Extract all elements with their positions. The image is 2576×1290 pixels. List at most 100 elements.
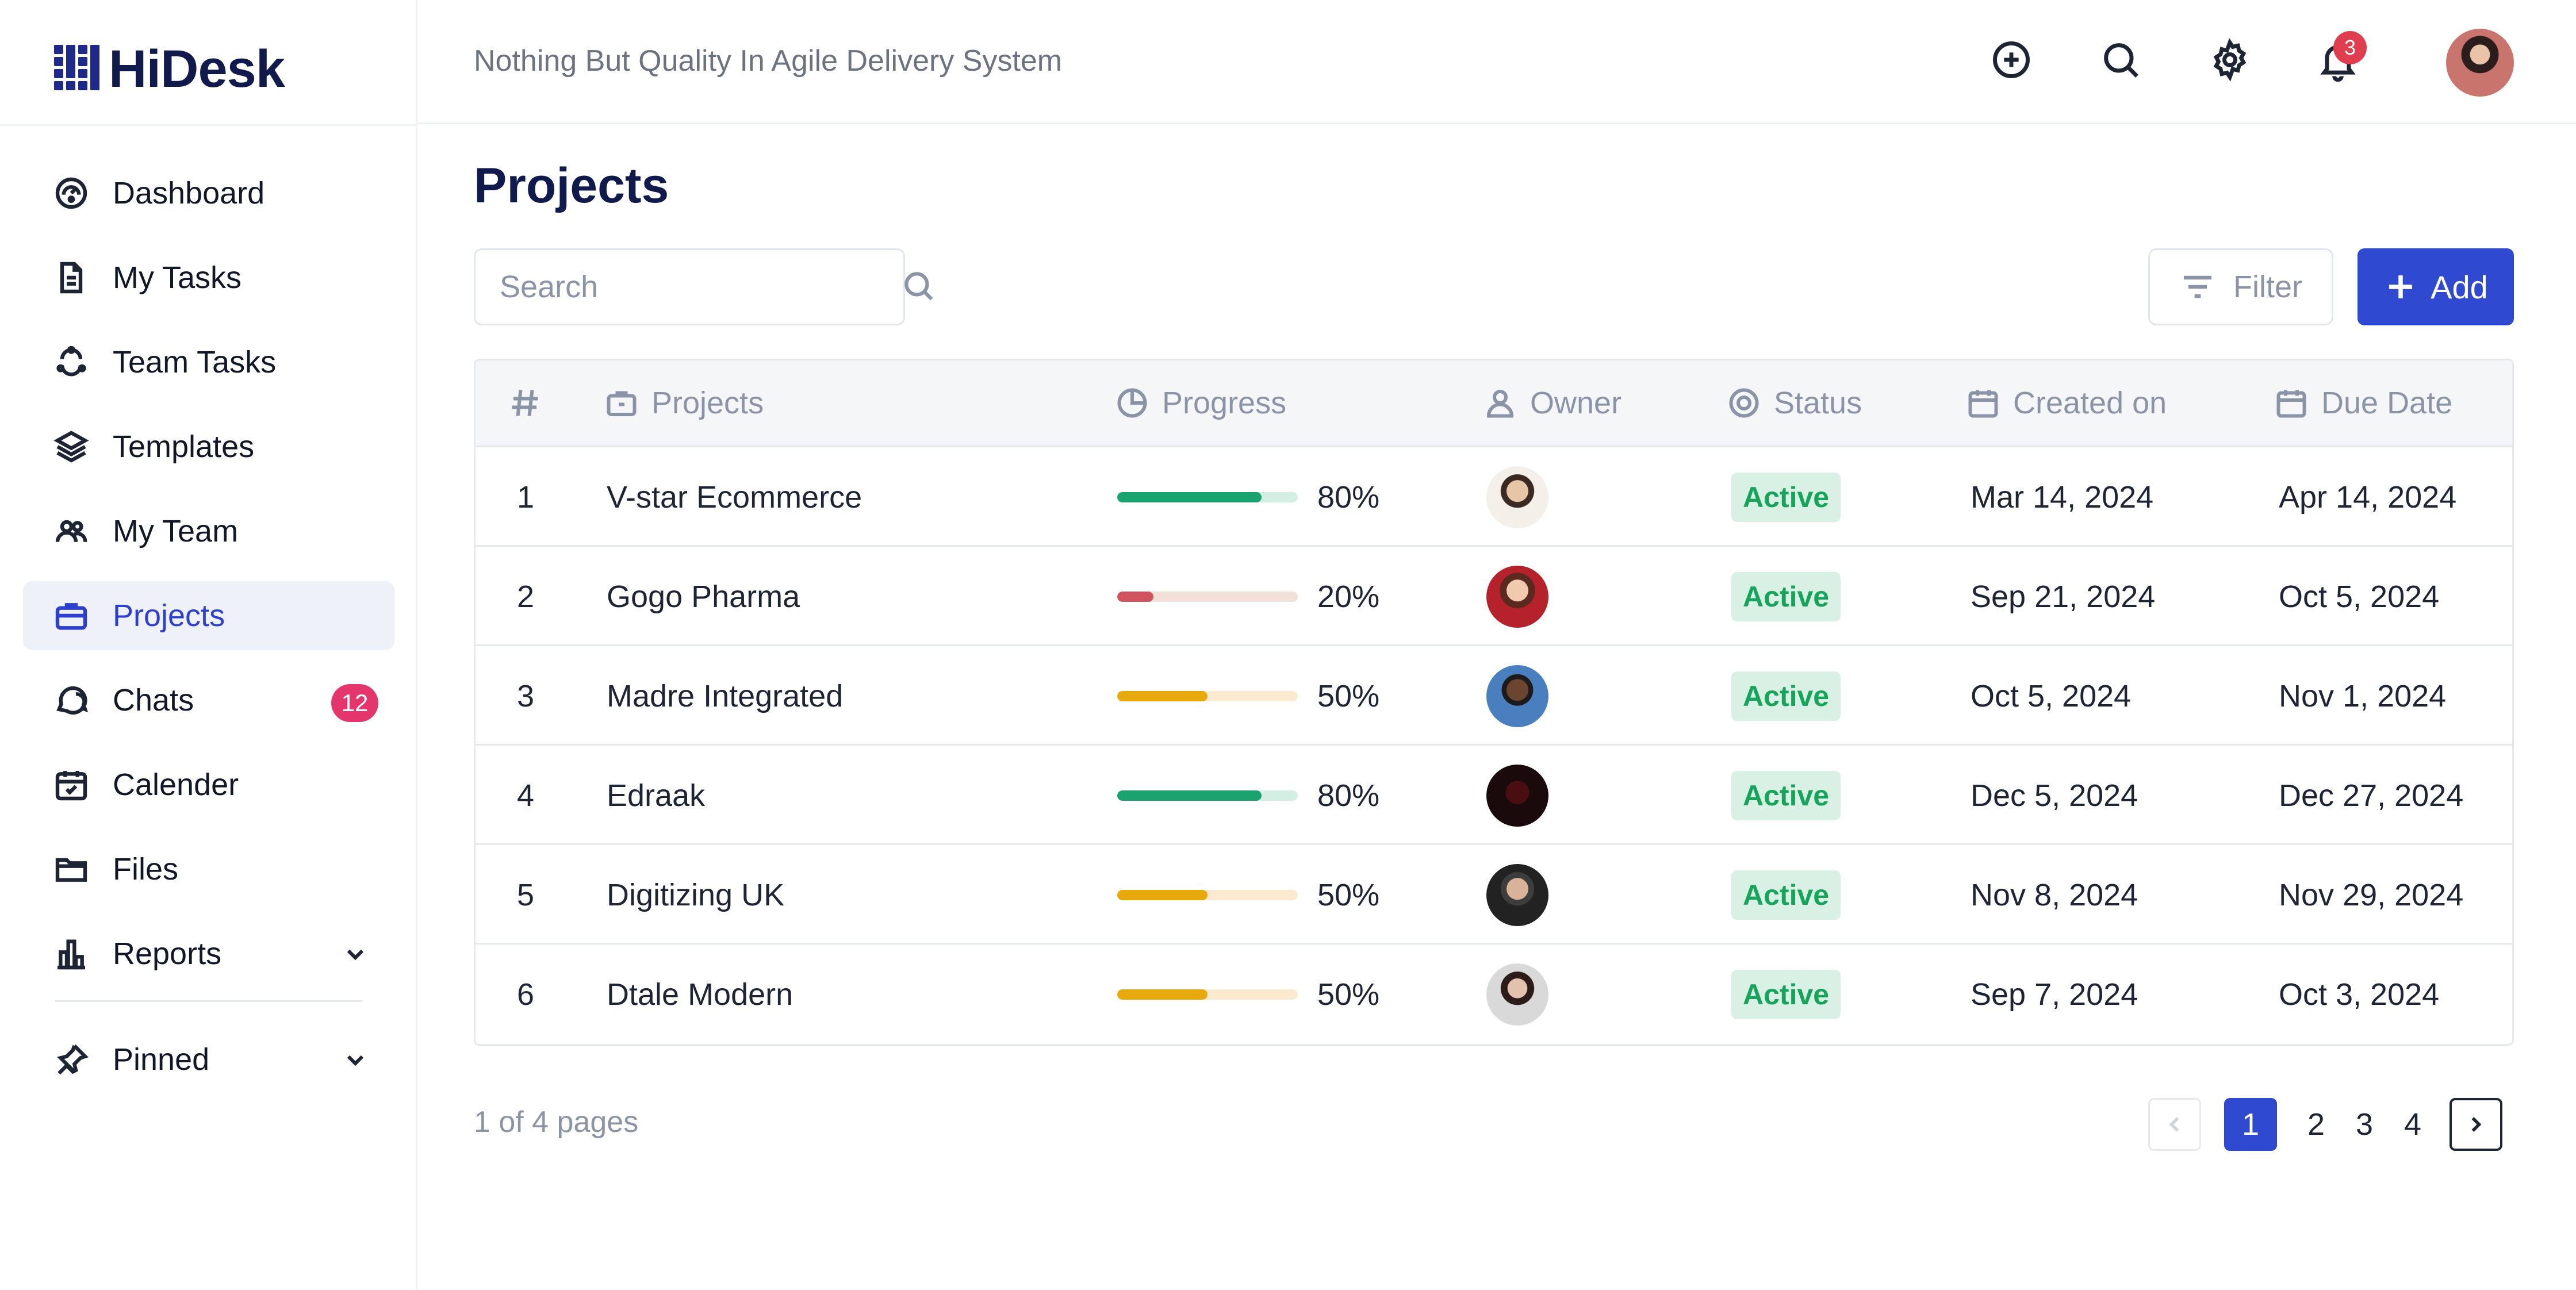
due-date: Nov 29, 2024 — [2279, 877, 2464, 912]
progress-percent: 80% — [1317, 479, 1380, 515]
chevron-down-icon[interactable] — [342, 1046, 369, 1073]
document-icon — [51, 257, 92, 298]
row-number: 6 — [517, 977, 535, 1012]
project-name[interactable]: V-star Ecommerce — [607, 479, 862, 515]
column-header-due-date[interactable]: Due Date — [2274, 385, 2452, 421]
page-button-4[interactable]: 4 — [2404, 1107, 2422, 1142]
sidebar-item-label: Pinned — [113, 1042, 210, 1077]
project-name[interactable]: Madre Integrated — [607, 678, 844, 713]
column-header-status[interactable]: Status — [1727, 385, 1862, 421]
table-row[interactable]: 6 Dtale Modern 50% Active Sep 7, 2024 Oct 3, … — [476, 945, 2512, 1044]
progress-bar-fill — [1117, 690, 1208, 701]
sidebar-item-team-tasks[interactable]: Team Tasks — [23, 328, 394, 397]
progress-percent: 50% — [1317, 977, 1380, 1012]
avatar[interactable] — [1486, 565, 1548, 628]
avatar[interactable] — [1486, 466, 1548, 528]
due-date: Oct 3, 2024 — [2279, 977, 2440, 1012]
owner-cell — [1486, 746, 1548, 845]
project-name[interactable]: Dtale Modern — [607, 977, 793, 1012]
project-name[interactable]: Edraak — [607, 778, 706, 813]
gear-icon[interactable] — [2205, 34, 2255, 85]
status-cell: Active — [1731, 447, 1841, 547]
table-row[interactable]: 1 V-star Ecommerce 80% Active Mar 14, 2024 Ap… — [476, 447, 2512, 547]
sidebar-item-templates[interactable]: Templates — [23, 412, 394, 481]
progress-bar — [1117, 790, 1298, 801]
target-icon — [1729, 388, 1759, 418]
progress-cell: 20% — [1117, 547, 1379, 646]
brand-logo-icon — [54, 45, 99, 93]
column-header-number[interactable] — [508, 386, 542, 420]
status-cell: Active — [1731, 845, 1841, 945]
chevron-down-icon[interactable] — [342, 940, 369, 967]
sidebar-item-chats[interactable]: Chats 12 — [23, 666, 394, 735]
chevron-left-icon — [2169, 1117, 2179, 1132]
avatar[interactable] — [1486, 863, 1548, 926]
table-row[interactable]: 2 Gogo Pharma 20% Active Sep 21, 2024 Oct 5, … — [476, 547, 2512, 646]
bell-icon[interactable]: 3 — [2313, 31, 2367, 85]
table-row[interactable]: 5 Digitizing UK 50% Active Nov 8, 2024 Nov 29… — [476, 845, 2512, 945]
sidebar-item-reports[interactable]: Reports — [23, 919, 394, 988]
page-button-2[interactable]: 2 — [2307, 1107, 2325, 1142]
created-date: Dec 5, 2024 — [1971, 778, 2138, 813]
next-page-button[interactable] — [2450, 1098, 2502, 1151]
progress-bar-fill — [1117, 889, 1208, 900]
column-label: Status — [1774, 386, 1862, 420]
sidebar-item-my-team[interactable]: My Team — [23, 497, 394, 566]
sidebar-item-pinned[interactable]: Pinned — [23, 1025, 394, 1094]
tagline: Nothing But Quality In Agile Delivery Sy… — [474, 44, 1063, 78]
pie-chart-icon — [1117, 388, 1147, 418]
calendar-icon — [2276, 390, 2306, 418]
briefcase-icon — [607, 391, 637, 416]
table-row[interactable]: 4 Edraak 80% Active Dec 5, 2024 Dec 27, 2024 — [476, 746, 2512, 845]
team-tasks-icon — [51, 341, 92, 383]
table-row[interactable]: 3 Madre Integrated 50% Active Oct 5, 2024 Nov… — [476, 646, 2512, 746]
page-button-3[interactable]: 3 — [2355, 1107, 2374, 1142]
status-badge: Active — [1731, 571, 1841, 621]
search-input[interactable] — [499, 268, 900, 305]
pin-icon — [51, 1039, 92, 1080]
search-icon[interactable] — [900, 268, 936, 306]
sidebar-item-calender[interactable]: Calender — [23, 750, 394, 819]
progress-percent: 50% — [1317, 877, 1380, 912]
page-button-1[interactable]: 1 — [2224, 1098, 2277, 1151]
owner-cell — [1486, 845, 1548, 945]
project-name[interactable]: Digitizing UK — [607, 877, 785, 912]
pagination: 1 2 3 4 — [2148, 1098, 2502, 1151]
column-header-progress[interactable]: Progress — [1115, 385, 1286, 421]
progress-bar-fill — [1117, 790, 1262, 801]
column-header-owner[interactable]: Owner — [1483, 385, 1621, 421]
column-header-projects[interactable]: Projects — [604, 385, 764, 421]
user-avatar[interactable] — [2446, 29, 2514, 97]
sidebar-item-label: Chats — [113, 683, 194, 717]
previous-page-button[interactable] — [2148, 1098, 2201, 1151]
sidebar-item-files[interactable]: Files — [23, 835, 394, 904]
progress-bar — [1117, 889, 1298, 900]
sidebar-item-dashboard[interactable]: Dashboard — [23, 159, 394, 228]
brand[interactable]: HiDesk — [54, 40, 285, 98]
search-box — [474, 248, 933, 325]
project-name[interactable]: Gogo Pharma — [607, 579, 800, 614]
add-label: Add — [2431, 268, 2488, 305]
add-project-button[interactable]: Add — [2358, 248, 2514, 325]
sidebar-item-projects[interactable]: Projects — [23, 581, 394, 650]
progress-bar — [1117, 492, 1298, 502]
chat-icon — [51, 679, 92, 721]
created-date: Nov 8, 2024 — [1971, 877, 2138, 912]
plus-circle-icon[interactable] — [1986, 34, 2037, 85]
sidebar-item-label: Reports — [113, 936, 222, 971]
sidebar-item-my-tasks[interactable]: My Tasks — [23, 243, 394, 312]
projects-table: Projects Progress Owner Status Created o… — [474, 359, 2514, 1046]
created-date: Mar 14, 2024 — [1971, 479, 2154, 515]
search-icon[interactable] — [2095, 34, 2146, 85]
chevron-right-icon — [2471, 1117, 2482, 1132]
progress-bar — [1117, 591, 1298, 602]
avatar[interactable] — [1486, 963, 1548, 1026]
progress-bar — [1117, 989, 1298, 1000]
filter-button[interactable]: Filter — [2148, 248, 2333, 325]
status-badge: Active — [1731, 770, 1841, 820]
pagination-info: 1 of 4 pages — [474, 1105, 639, 1139]
avatar[interactable] — [1486, 764, 1548, 827]
column-header-created-on[interactable]: Created on — [1966, 385, 2167, 421]
owner-cell — [1486, 547, 1548, 646]
avatar[interactable] — [1486, 665, 1548, 727]
